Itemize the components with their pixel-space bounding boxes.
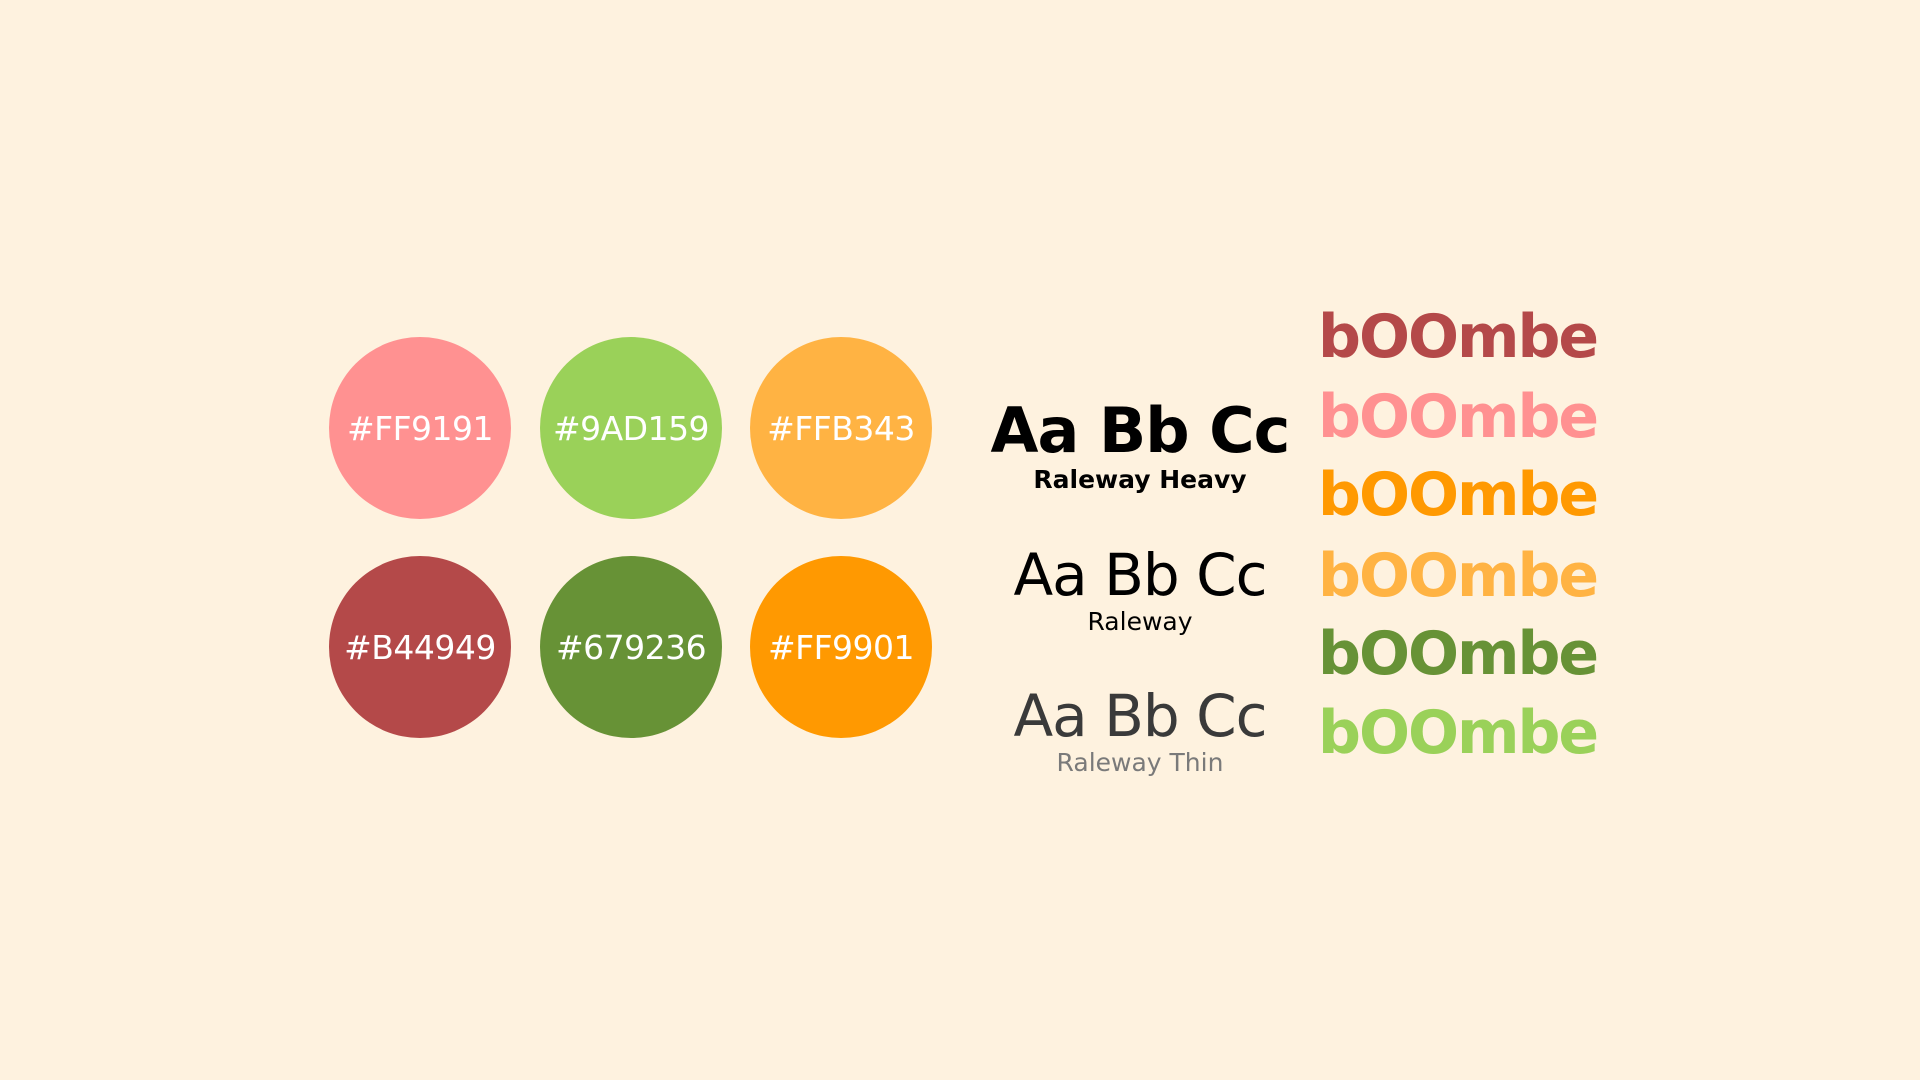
swatch-hex-label: #FF9191	[346, 408, 494, 448]
font-name: Raleway Heavy	[1033, 465, 1247, 494]
font-name: Raleway Thin	[1056, 748, 1224, 777]
type-sample: Aa Bb Cc	[990, 394, 1291, 467]
logo-wordmark: bOOmbe	[1318, 698, 1599, 768]
type-sample: Aa Bb Cc	[1013, 541, 1267, 609]
swatch-hex-label: #9AD159	[552, 408, 710, 448]
color-swatch: #9AD159	[540, 337, 722, 519]
logo-wordmark: bOOmbe	[1318, 619, 1599, 689]
color-swatch: #FF9191	[329, 337, 511, 519]
color-swatch: #B44949	[329, 556, 511, 738]
color-swatch: #679236	[540, 556, 722, 738]
swatch-hex-label: #FF9901	[767, 627, 915, 667]
swatch-hex-label: #679236	[555, 627, 707, 667]
logo-wordmark: bOOmbe	[1318, 382, 1599, 452]
swatch-hex-label: #B44949	[344, 627, 496, 667]
type-specimen-regular: Aa Bb Cc Raleway	[980, 543, 1300, 637]
font-name: Raleway	[1087, 607, 1193, 636]
color-swatch: #FF9901	[750, 556, 932, 738]
type-specimen-heavy: Aa Bb Cc Raleway Heavy	[980, 397, 1300, 495]
color-swatch: #FFB343	[750, 337, 932, 519]
logo-wordmark: bOOmbe	[1318, 460, 1599, 530]
type-sample: Aa Bb Cc	[1013, 682, 1267, 750]
logo-wordmark: bOOmbe	[1318, 302, 1599, 372]
swatch-hex-label: #FFB343	[767, 408, 915, 448]
logo-wordmark: bOOmbe	[1318, 541, 1599, 611]
type-specimen-thin: Aa Bb Cc Raleway Thin	[980, 684, 1300, 778]
